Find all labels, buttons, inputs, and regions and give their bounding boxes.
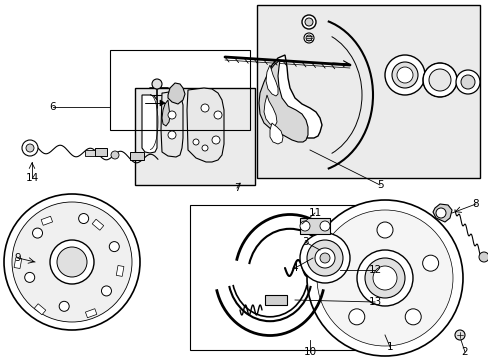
Circle shape (314, 248, 334, 268)
Text: 14: 14 (25, 173, 39, 183)
Circle shape (331, 255, 346, 271)
Circle shape (364, 258, 404, 298)
Circle shape (478, 252, 488, 262)
Circle shape (428, 69, 450, 91)
Circle shape (316, 210, 452, 346)
Bar (14, 258, 21, 269)
Circle shape (202, 145, 207, 151)
Circle shape (455, 70, 479, 94)
Circle shape (305, 35, 311, 41)
Circle shape (168, 131, 176, 139)
Circle shape (59, 301, 69, 311)
Circle shape (79, 213, 88, 224)
Bar (92, 219, 103, 230)
Circle shape (152, 79, 162, 89)
Circle shape (299, 221, 309, 231)
Circle shape (25, 273, 35, 282)
Bar (190, 205, 369, 350)
Polygon shape (264, 55, 321, 138)
Polygon shape (142, 95, 157, 153)
Bar (135, 88, 254, 185)
Circle shape (33, 228, 42, 238)
Bar (257, 5, 479, 178)
Circle shape (454, 330, 464, 340)
Polygon shape (160, 100, 164, 106)
Bar (110, 50, 249, 130)
Text: 11: 11 (308, 208, 321, 218)
Circle shape (12, 202, 132, 322)
Bar (85, 309, 97, 318)
Circle shape (372, 266, 396, 290)
Circle shape (306, 200, 462, 356)
Polygon shape (265, 65, 278, 96)
Circle shape (319, 221, 329, 231)
Bar (299, 218, 329, 234)
Circle shape (201, 104, 208, 112)
Text: 9: 9 (15, 253, 21, 263)
Circle shape (348, 309, 364, 325)
Circle shape (299, 233, 349, 283)
Circle shape (193, 139, 199, 145)
Polygon shape (432, 204, 451, 222)
Circle shape (302, 15, 315, 29)
Circle shape (422, 255, 438, 271)
Circle shape (4, 194, 140, 330)
Circle shape (305, 18, 312, 26)
Bar (130, 152, 143, 160)
Bar (264, 295, 286, 305)
Circle shape (102, 286, 111, 296)
Circle shape (109, 242, 119, 252)
Circle shape (356, 250, 412, 306)
Circle shape (50, 240, 94, 284)
Polygon shape (161, 92, 183, 157)
Circle shape (168, 111, 176, 119)
Bar (116, 265, 123, 276)
Text: 12: 12 (367, 265, 381, 275)
Circle shape (111, 151, 119, 159)
Circle shape (26, 144, 34, 152)
Text: 7: 7 (233, 183, 240, 193)
Circle shape (22, 140, 38, 156)
Circle shape (376, 222, 392, 238)
Text: 5: 5 (376, 180, 383, 190)
Circle shape (422, 63, 456, 97)
Circle shape (57, 247, 87, 277)
Circle shape (304, 33, 313, 43)
Circle shape (306, 240, 342, 276)
Circle shape (396, 67, 412, 83)
Polygon shape (162, 100, 170, 126)
Circle shape (212, 136, 220, 144)
Text: 4: 4 (291, 263, 298, 273)
Bar (85, 150, 97, 156)
Polygon shape (168, 83, 184, 104)
Text: 10: 10 (303, 347, 316, 357)
Text: 3: 3 (301, 237, 307, 247)
Circle shape (214, 111, 222, 119)
Bar (41, 216, 53, 225)
Circle shape (384, 55, 424, 95)
Text: 13: 13 (367, 297, 381, 307)
Bar (34, 304, 46, 315)
Circle shape (435, 208, 445, 218)
Text: 8: 8 (472, 199, 478, 209)
Circle shape (460, 75, 474, 89)
Polygon shape (186, 88, 224, 162)
Polygon shape (264, 95, 276, 126)
Text: 6: 6 (50, 102, 56, 112)
Bar (95, 148, 107, 156)
Polygon shape (269, 123, 283, 144)
Text: 1: 1 (386, 342, 392, 352)
Circle shape (405, 309, 420, 325)
Text: 2: 2 (461, 347, 468, 357)
Circle shape (391, 62, 417, 88)
Circle shape (319, 253, 329, 263)
Polygon shape (259, 60, 307, 142)
